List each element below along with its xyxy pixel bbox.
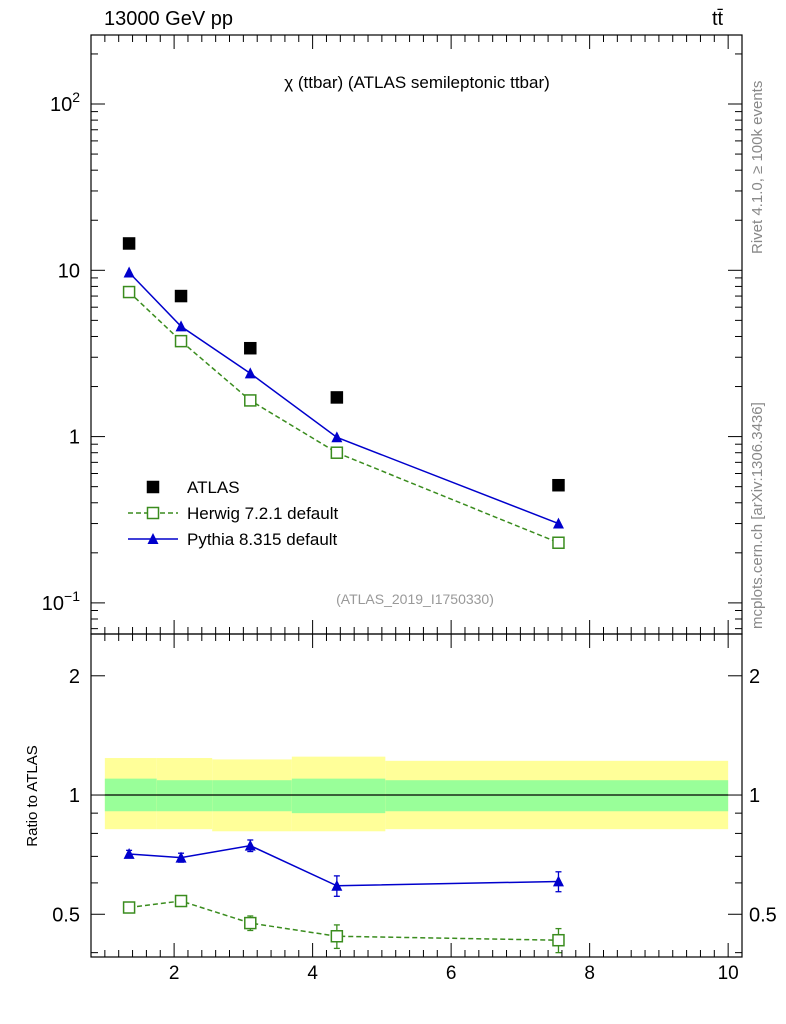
- herwig-point: [244, 394, 257, 407]
- pythia-point: [552, 517, 564, 529]
- main-y-tick-label: 102: [50, 89, 80, 116]
- ratio-y-tick-label-left: 2: [69, 666, 80, 688]
- atlas-data-point: [552, 478, 565, 492]
- analysis-watermark: (ATLAS_2019_I1750330): [336, 591, 494, 607]
- ratio-pythia-point: [552, 875, 564, 887]
- legend-atlas-label: ATLAS: [187, 478, 240, 497]
- mcplots-reference-label: mcplots.cern.ch [arXiv:1306.3436]: [749, 402, 766, 629]
- x-tick-label: 4: [307, 963, 318, 984]
- atlas-data-point: [244, 341, 257, 355]
- ratio-y-tick-label-left: 0.5: [52, 904, 80, 926]
- ratio-herwig-point: [174, 894, 188, 908]
- ratio-y-tick-label-right: 1: [749, 785, 760, 807]
- ratio-green-band: [156, 780, 213, 812]
- pythia-point: [175, 320, 187, 332]
- x-tick-label: 6: [446, 963, 457, 984]
- ratio-pythia-point: [244, 839, 256, 851]
- ratio-green-band: [385, 780, 729, 812]
- ratio-green-band: [291, 778, 386, 814]
- legend-pythia-marker: [147, 533, 159, 544]
- pythia-point: [123, 266, 135, 278]
- x-tick-label: 2: [169, 963, 180, 984]
- atlas-data-point: [122, 237, 136, 250]
- legend-herwig-marker: [146, 506, 160, 520]
- herwig-point: [122, 285, 136, 299]
- pythia-point: [331, 431, 343, 443]
- ratio-herwig-point: [122, 901, 136, 914]
- ratio-y-tick-label-right: 0.5: [749, 904, 777, 926]
- header-energy-label: 13000 GeV pp: [104, 8, 233, 30]
- herwig-point: [552, 536, 565, 549]
- ratio-herwig-point: [552, 933, 565, 947]
- ratio-pythia-point: [123, 847, 135, 859]
- atlas-data-point: [330, 391, 344, 404]
- legend-atlas-marker: [146, 480, 160, 494]
- pythia-point: [244, 367, 256, 379]
- main-y-tick-label: 10: [58, 260, 80, 282]
- ratio-green-band: [212, 780, 292, 812]
- ratio-pythia-point: [175, 851, 187, 863]
- ratio-y-axis-label: Ratio to ATLAS: [24, 745, 41, 846]
- legend-pythia-label: Pythia 8.315 default: [187, 530, 338, 549]
- header-process-label: tt̄: [712, 8, 724, 30]
- atlas-data-point: [174, 289, 188, 303]
- ratio-herwig-line: [128, 900, 559, 941]
- herwig-point: [174, 334, 188, 348]
- main-y-tick-label: 10−1: [42, 588, 80, 615]
- ratio-pythia-point: [331, 879, 343, 891]
- x-tick-label: 10: [718, 963, 739, 984]
- chart-title: χ (ttbar) (ATLAS semileptonic ttbar): [284, 73, 550, 92]
- herwig-point: [330, 446, 344, 459]
- x-tick-label: 8: [584, 963, 595, 984]
- main-y-tick-label: 1: [69, 427, 80, 449]
- ratio-y-tick-label-left: 1: [69, 785, 80, 807]
- rivet-version-label: Rivet 4.1.0, ≥ 100k events: [749, 80, 766, 254]
- ratio-herwig-point: [330, 929, 344, 943]
- ratio-pythia-line: [129, 844, 559, 887]
- ratio-herwig-point: [244, 916, 257, 930]
- ratio-y-tick-label-right: 2: [749, 666, 760, 688]
- legend-herwig-label: Herwig 7.2.1 default: [187, 504, 338, 523]
